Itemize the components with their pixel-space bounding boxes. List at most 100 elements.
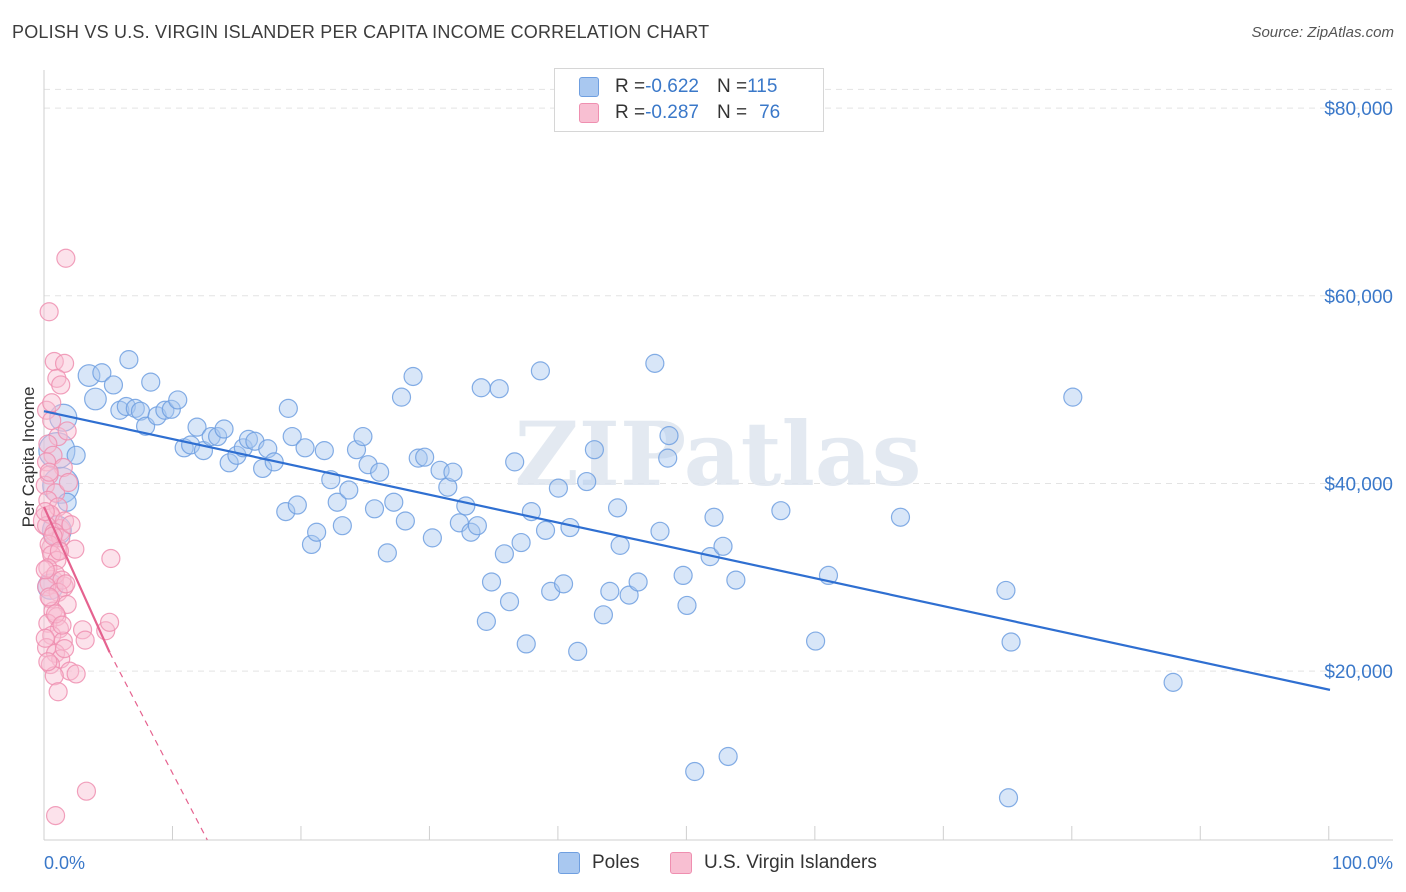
poles-point — [332, 516, 352, 536]
virgin-islanders-point — [39, 587, 59, 607]
virgin-islanders-trend-line — [42, 506, 111, 653]
virgin-islanders-point — [66, 664, 86, 684]
poles-point — [384, 492, 404, 512]
virgin-islanders-point — [52, 615, 72, 635]
poles-point — [548, 478, 569, 498]
poles-point — [476, 611, 496, 631]
n-label: N = — [716, 76, 748, 97]
poles-point — [456, 496, 476, 516]
poles-point — [276, 502, 296, 522]
n-value: 76 — [759, 102, 781, 123]
poles-point — [119, 350, 139, 370]
poles-point — [339, 480, 359, 500]
legend-item-poles[interactable]: Poles — [558, 852, 640, 874]
r-value: -0.287 — [645, 102, 699, 123]
poles-point — [645, 353, 665, 373]
stats-box: R = -0.622 N = 115 R = -0.287 N = 76 — [554, 68, 824, 132]
poles-point — [1063, 387, 1083, 407]
poles-point — [516, 634, 536, 654]
poles-point — [125, 398, 145, 418]
r-label: R = — [615, 76, 646, 97]
poles-swatch — [579, 77, 599, 97]
poles-point — [1163, 672, 1183, 692]
poles-point — [66, 445, 86, 465]
virgin-islanders-point — [38, 490, 58, 510]
poles-point — [998, 788, 1019, 808]
y-tick-labels: $20,000 $40,000 $60,000 $80,000 — [1324, 99, 1393, 683]
poles-point — [568, 641, 588, 662]
poles-point — [628, 572, 648, 592]
poles-point — [610, 535, 630, 555]
poles-point — [155, 400, 175, 420]
virgin-islanders-legend-swatch — [670, 852, 692, 874]
virgin-islanders-point — [65, 539, 85, 559]
poles-point — [438, 477, 458, 497]
poles-point — [358, 455, 378, 475]
poles-point — [467, 516, 487, 536]
poles-point — [168, 390, 188, 410]
r-label: R = — [615, 102, 646, 123]
poles-point — [295, 438, 315, 458]
x-tick-label-max: 100.0% — [1332, 853, 1393, 873]
poles-point — [377, 543, 397, 563]
poles-point — [282, 426, 302, 447]
poles-point — [307, 522, 327, 542]
poles-point — [415, 447, 435, 467]
legend-label: U.S. Virgin Islanders — [704, 852, 877, 873]
poles-point — [219, 453, 239, 473]
poles-point — [278, 398, 298, 418]
virgin-islanders-point — [40, 654, 61, 675]
poles-point — [600, 581, 620, 601]
poles-point — [658, 448, 678, 468]
poles-point — [301, 534, 322, 555]
poles-point — [713, 536, 733, 556]
y-tick-label: $20,000 — [1324, 662, 1393, 683]
virgin-islanders-trend-extension — [109, 652, 208, 841]
virgin-islanders-point — [58, 472, 79, 493]
virgin-islanders-point — [56, 248, 76, 268]
virgin-islanders-point — [48, 426, 68, 447]
n-value: 115 — [747, 76, 778, 97]
legend-item-virgin-islanders[interactable]: U.S. Virgin Islanders — [670, 852, 877, 874]
poles-point — [584, 440, 605, 460]
grid-lines — [44, 88, 1393, 672]
watermark: ZIPatlas — [515, 402, 922, 506]
poles-point — [619, 585, 639, 605]
poles-point — [141, 372, 161, 392]
virgin-islanders-point — [54, 638, 75, 659]
virgin-islanders-point — [54, 353, 75, 373]
poles-point — [607, 498, 628, 518]
poles-point — [593, 605, 614, 625]
poles-point — [685, 761, 705, 782]
stats-row-virgin-islanders: R = -0.287 N = 76 — [579, 101, 780, 125]
poles-point — [718, 746, 738, 767]
poles-point — [422, 528, 442, 548]
poles-point — [103, 375, 124, 395]
poles-point — [499, 592, 520, 612]
poles-point — [677, 595, 697, 616]
poles-point — [208, 426, 228, 447]
poles-point — [489, 379, 509, 399]
x-tick-label-min: 0.0% — [44, 853, 85, 873]
poles-point — [726, 570, 746, 590]
virgin-islanders-point — [45, 604, 66, 624]
poles-point — [84, 387, 107, 411]
data-points — [32, 248, 1183, 826]
poles-point — [471, 378, 491, 398]
virgin-islanders-point — [48, 497, 68, 517]
y-tick-label: $40,000 — [1324, 474, 1393, 495]
poles-point — [505, 452, 525, 472]
n-label: N = — [716, 102, 748, 123]
poles-point — [530, 361, 550, 381]
poles-point — [535, 520, 556, 540]
poles-point — [890, 507, 911, 527]
virgin-islanders-point — [35, 628, 55, 648]
virgin-islanders-point — [39, 462, 59, 482]
poles-point — [327, 492, 347, 512]
y-tick-label: $80,000 — [1324, 99, 1393, 120]
poles-point — [577, 471, 597, 492]
virgin-islanders-point — [57, 421, 77, 441]
virgin-islanders-point — [35, 560, 55, 580]
virgin-islanders-point — [45, 483, 66, 503]
